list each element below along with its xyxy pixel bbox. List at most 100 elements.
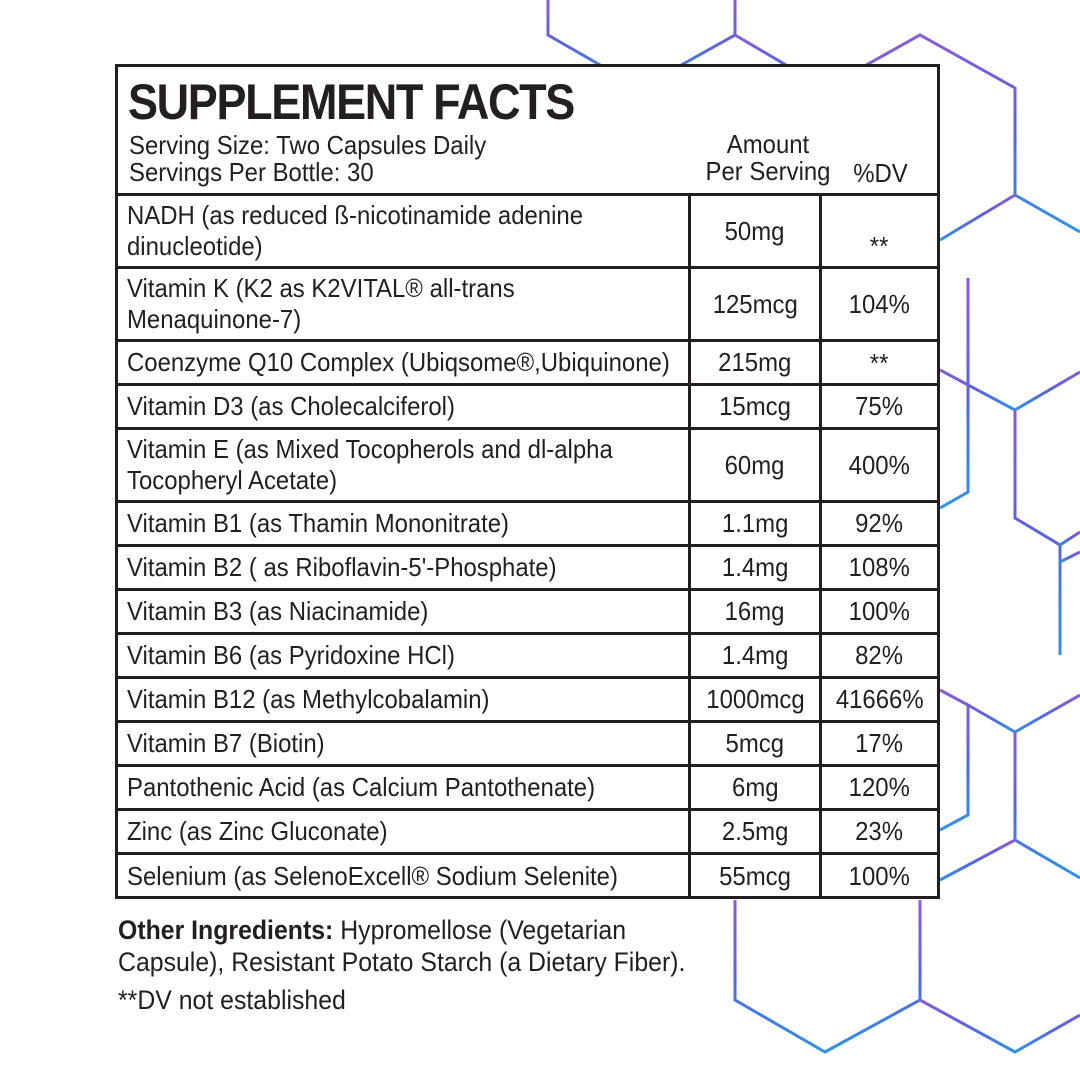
ingredient-amount: 1000mcg [691,679,822,720]
ingredient-amount-value: 16mg [725,596,785,626]
ingredient-amount-value: 2.5mg [721,816,789,846]
ingredient-amount: 15mcg [691,386,822,427]
ingredient-name-line: Vitamin E (as Mixed Tocopherols and dl-a… [127,434,613,464]
ingredient-amount: 2.5mg [691,811,822,852]
servings-per-bottle: Servings Per Bottle: 30 [129,157,374,187]
ingredient-name: Selenium (as SelenoExcell® Sodium Seleni… [118,855,691,898]
ingredient-dv: 120% [822,767,937,808]
ingredient-amount-value: 1.4mg [721,640,789,670]
ingredient-dv-value: 82% [855,640,904,670]
ingredient-row: Vitamin B1 (as Thamin Mononitrate) 1.1mg 9… [118,503,937,547]
ingredient-row: Vitamin B6 (as Pyridoxine HCl) 1.4mg 82% [118,635,937,679]
ingredient-amount: 215mg [691,342,822,383]
ingredient-dv-value: 17% [855,728,904,758]
other-ingredients-line1: Hypromellose (Vegetarian [333,915,627,945]
ingredient-row: Vitamin B3 (as Niacinamide) 16mg 100% [118,591,937,635]
ingredient-dv-value: 92% [855,508,904,538]
ingredient-amount: 55mcg [691,855,822,898]
ingredient-name-line: Vitamin B3 (as Niacinamide) [127,596,429,626]
ingredient-dv: 92% [822,503,937,544]
ingredient-name-line: Vitamin B1 (as Thamin Mononitrate) [127,508,510,538]
ingredient-dv: 75% [822,386,937,427]
ingredient-name-line: Vitamin B6 (as Pyridoxine HCl) [127,640,455,670]
ingredient-row: Pantothenic Acid (as Calcium Pantothenat… [118,767,937,811]
ingredient-name: Pantothenic Acid (as Calcium Pantothenat… [118,767,691,808]
dv-footnote: **DV not established [118,985,346,1015]
ingredient-dv-value: 41666% [835,684,924,714]
serving-size: Serving Size: Two Capsules Daily [129,130,487,160]
ingredient-row: Vitamin D3 (as Cholecalciferol) 15mcg 75% [118,386,937,430]
ingredient-name: Vitamin D3 (as Cholecalciferol) [118,386,691,427]
ingredient-dv: 400% [822,430,937,500]
amount-per-serving-header: Amount Per Serving [694,131,841,185]
ingredient-name-line: Vitamin B7 (Biotin) [127,728,325,758]
ingredient-dv: ** [822,196,937,266]
ingredient-dv-value: 100% [848,861,911,891]
ingredient-row: Coenzyme Q10 Complex (Ubiqsome®,Ubiquino… [118,342,937,386]
ingredient-amount-value: 60mg [725,449,785,480]
panel-title: SUPPLEMENT FACTS [128,74,575,130]
ingredient-dv: 17% [822,723,937,764]
ingredient-name-line: NADH (as reduced ß-nicotinamide adenine [127,200,584,230]
ingredient-name-line: Vitamin K (K2 as K2VITAL® all-trans [127,273,515,303]
ingredient-dv: ** [822,342,937,383]
ingredient-name-line: Menaquinone-7) [127,304,302,334]
ingredient-amount-value: 1.4mg [721,552,789,582]
ingredient-name: Zinc (as Zinc Gluconate) [118,811,691,852]
ingredient-dv-value: 23% [855,816,904,846]
ingredient-amount: 1.4mg [691,635,822,676]
ingredient-dv-value: ** [870,348,889,378]
ingredient-amount-value: 55mcg [719,861,791,891]
ingredient-amount: 6mg [691,767,822,808]
ingredient-name: Vitamin K (K2 as K2VITAL® all-trans Menaq… [118,269,691,339]
ingredients-table: NADH (as reduced ß-nicotinamide adenine d… [118,193,937,898]
ingredient-amount: 60mg [691,430,822,500]
ingredient-row: Zinc (as Zinc Gluconate) 2.5mg 23% [118,811,937,855]
supplement-facts-panel: SUPPLEMENT FACTS Serving Size: Two Capsu… [115,64,940,899]
ingredient-amount: 5mcg [691,723,822,764]
ingredient-amount-value: 5mcg [725,728,785,758]
ingredient-name: NADH (as reduced ß-nicotinamide adenine d… [118,196,691,266]
ingredient-name-line: Zinc (as Zinc Gluconate) [127,816,388,846]
ingredient-name: Vitamin B12 (as Methylcobalamin) [118,679,691,720]
ingredient-row: Vitamin B7 (Biotin) 5mcg 17% [118,723,937,767]
ingredient-name: Vitamin B1 (as Thamin Mononitrate) [118,503,691,544]
ingredient-row: Vitamin K (K2 as K2VITAL® all-trans Menaq… [118,269,937,342]
ingredient-row: Vitamin E (as Mixed Tocopherols and dl-a… [118,430,937,503]
amount-header-line1: Amount [726,129,810,159]
ingredient-amount-value: 1000mcg [705,684,805,714]
ingredient-name: Vitamin B6 (as Pyridoxine HCl) [118,635,691,676]
ingredient-dv-value: 108% [848,552,911,582]
ingredient-name: Vitamin E (as Mixed Tocopherols and dl-a… [118,430,691,500]
ingredient-name-line: Vitamin B12 (as Methylcobalamin) [127,684,490,714]
ingredient-name-line: Pantothenic Acid (as Calcium Pantothenat… [127,772,596,802]
ingredient-dv: 108% [822,547,937,588]
ingredient-dv: 23% [822,811,937,852]
ingredient-name-line: dinucleotide) [127,231,263,261]
ingredient-name-line: Tocopheryl Acetate) [127,465,338,495]
ingredient-name: Coenzyme Q10 Complex (Ubiqsome®,Ubiquino… [118,342,691,383]
ingredient-dv: 100% [822,855,937,898]
ingredient-row: Vitamin B12 (as Methylcobalamin) 1000mcg 4… [118,679,937,723]
ingredient-amount-value: 15mcg [719,391,791,421]
ingredient-amount-value: 6mg [731,772,779,802]
ingredient-amount-value: 125mcg [712,288,798,319]
ingredient-dv: 82% [822,635,937,676]
ingredient-dv-value: ** [870,231,889,261]
ingredient-row: Selenium (as SelenoExcell® Sodium Seleni… [118,855,937,898]
ingredient-dv: 100% [822,591,937,632]
ingredient-name-line: Selenium (as SelenoExcell® Sodium Seleni… [127,861,618,891]
ingredient-name: Vitamin B7 (Biotin) [118,723,691,764]
other-ingredients: Other Ingredients: Hypromellose (Vegetar… [118,914,762,978]
ingredient-amount: 1.1mg [691,503,822,544]
ingredient-dv-value: 104% [848,288,911,319]
dv-header: %DV [853,158,908,188]
ingredient-amount: 1.4mg [691,547,822,588]
ingredient-row: Vitamin B2 ( as Riboflavin-5'-Phosphate)… [118,547,937,591]
ingredient-dv: 104% [822,269,937,339]
ingredient-amount: 50mg [691,196,822,266]
ingredient-name: Vitamin B2 ( as Riboflavin-5'-Phosphate) [118,547,691,588]
ingredient-dv-value: 120% [848,772,911,802]
ingredient-name-line: Vitamin D3 (as Cholecalciferol) [127,391,455,421]
ingredient-amount-value: 215mg [718,347,792,377]
